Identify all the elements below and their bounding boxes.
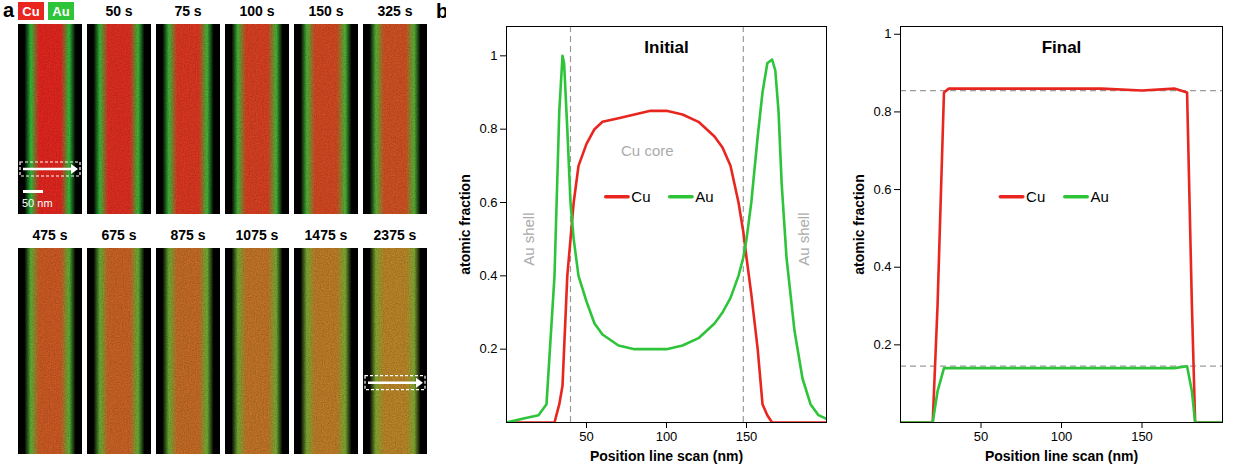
svg-text:Cu: Cu <box>631 188 650 205</box>
svg-text:1075 s: 1075 s <box>236 227 279 243</box>
svg-text:Final: Final <box>1042 38 1082 57</box>
svg-text:atomic fraction: atomic fraction <box>457 174 473 274</box>
html-text:b: b <box>436 0 449 22</box>
svg-text:0.2: 0.2 <box>479 341 497 356</box>
svg-text:Cu core: Cu core <box>621 142 674 159</box>
svg-text:75 s: 75 s <box>174 3 201 19</box>
svg-text:50: 50 <box>974 429 988 444</box>
svg-text:Cu: Cu <box>1026 188 1045 205</box>
svg-text:150 s: 150 s <box>308 3 343 19</box>
svg-text:100 s: 100 s <box>239 3 274 19</box>
svg-text:Au shell: Au shell <box>795 212 812 265</box>
svg-text:a: a <box>3 0 15 21</box>
svg-text:50: 50 <box>579 429 593 444</box>
svg-text:100: 100 <box>1051 429 1073 444</box>
svg-text:100: 100 <box>656 429 678 444</box>
svg-text:0.4: 0.4 <box>479 268 497 283</box>
svg-text:Au: Au <box>1090 188 1108 205</box>
svg-text:875 s: 875 s <box>170 227 205 243</box>
svg-text:50 nm: 50 nm <box>22 197 53 209</box>
svg-text:1475 s: 1475 s <box>305 227 348 243</box>
svg-text:0.8: 0.8 <box>873 104 891 119</box>
svg-text:0.2: 0.2 <box>873 337 891 352</box>
svg-text:150: 150 <box>736 429 758 444</box>
svg-text:Au: Au <box>52 4 69 19</box>
svg-text:0.6: 0.6 <box>873 182 891 197</box>
svg-text:325 s: 325 s <box>377 3 412 19</box>
svg-text:1: 1 <box>884 26 891 41</box>
svg-text:Initial: Initial <box>644 38 688 57</box>
svg-text:1: 1 <box>490 48 497 63</box>
svg-text:Au shell: Au shell <box>520 212 537 265</box>
svg-text:150: 150 <box>1131 429 1153 444</box>
svg-text:Position line scan (nm): Position line scan (nm) <box>590 448 743 464</box>
svg-text:0.6: 0.6 <box>479 195 497 210</box>
svg-text:0.4: 0.4 <box>873 259 891 274</box>
svg-text:Position line scan (nm): Position line scan (nm) <box>985 448 1138 464</box>
svg-text:50 s: 50 s <box>105 3 132 19</box>
svg-text:Cu: Cu <box>22 4 39 19</box>
svg-text:Au: Au <box>695 188 713 205</box>
svg-text:2375 s: 2375 s <box>374 227 417 243</box>
svg-text:atomic fraction: atomic fraction <box>851 174 867 274</box>
svg-text:675 s: 675 s <box>101 227 136 243</box>
svg-text:0.8: 0.8 <box>479 121 497 136</box>
svg-text:475 s: 475 s <box>32 227 67 243</box>
